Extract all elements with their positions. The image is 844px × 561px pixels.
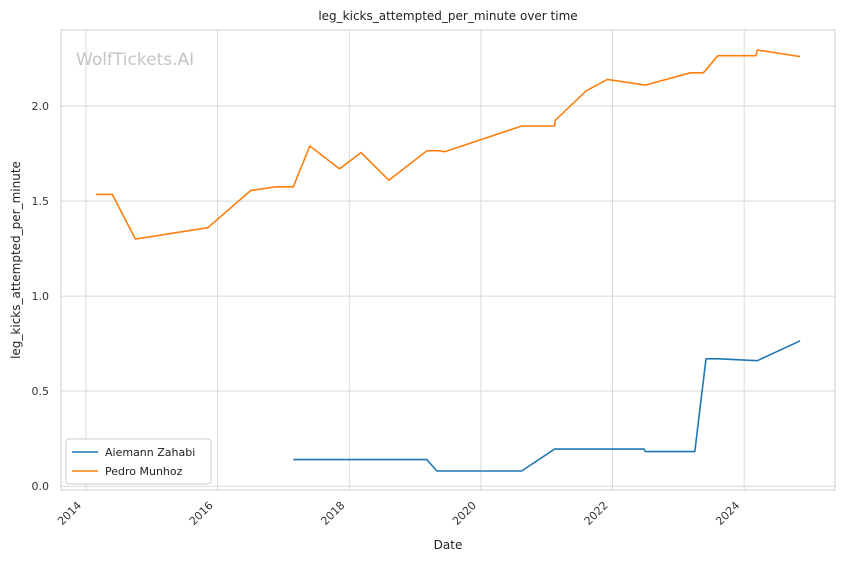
series-lines [95,49,801,472]
watermark: WolfTickets.AI [76,50,194,70]
y-tick-label: 1.0 [32,290,50,303]
series-line-aiemann-zahabi [293,340,801,472]
legend-box [65,438,212,485]
legend-label-pedro-munhoz: Pedro Munhoz [105,465,183,478]
y-tick-labels: 0.0 0.5 1.0 1.5 2.0 [32,100,50,493]
legend: Aiemann Zahabi Pedro Munhoz [65,438,212,485]
y-tick-label: 1.5 [32,195,50,208]
series-line-pedro-munhoz [95,49,801,240]
grid-lines [61,30,835,490]
legend-label-aiemann-zahabi: Aiemann Zahabi [105,446,195,459]
y-tick-label: 0.5 [32,385,50,398]
chart-title: leg_kicks_attempted_per_minute over time [318,9,577,23]
y-tick-label: 0.0 [32,480,50,493]
plot-area-frame [60,29,836,491]
x-axis-label: Date [434,538,463,552]
y-tick-label: 2.0 [32,100,50,113]
y-axis-label: leg_kicks_attempted_per_minute [9,161,23,359]
